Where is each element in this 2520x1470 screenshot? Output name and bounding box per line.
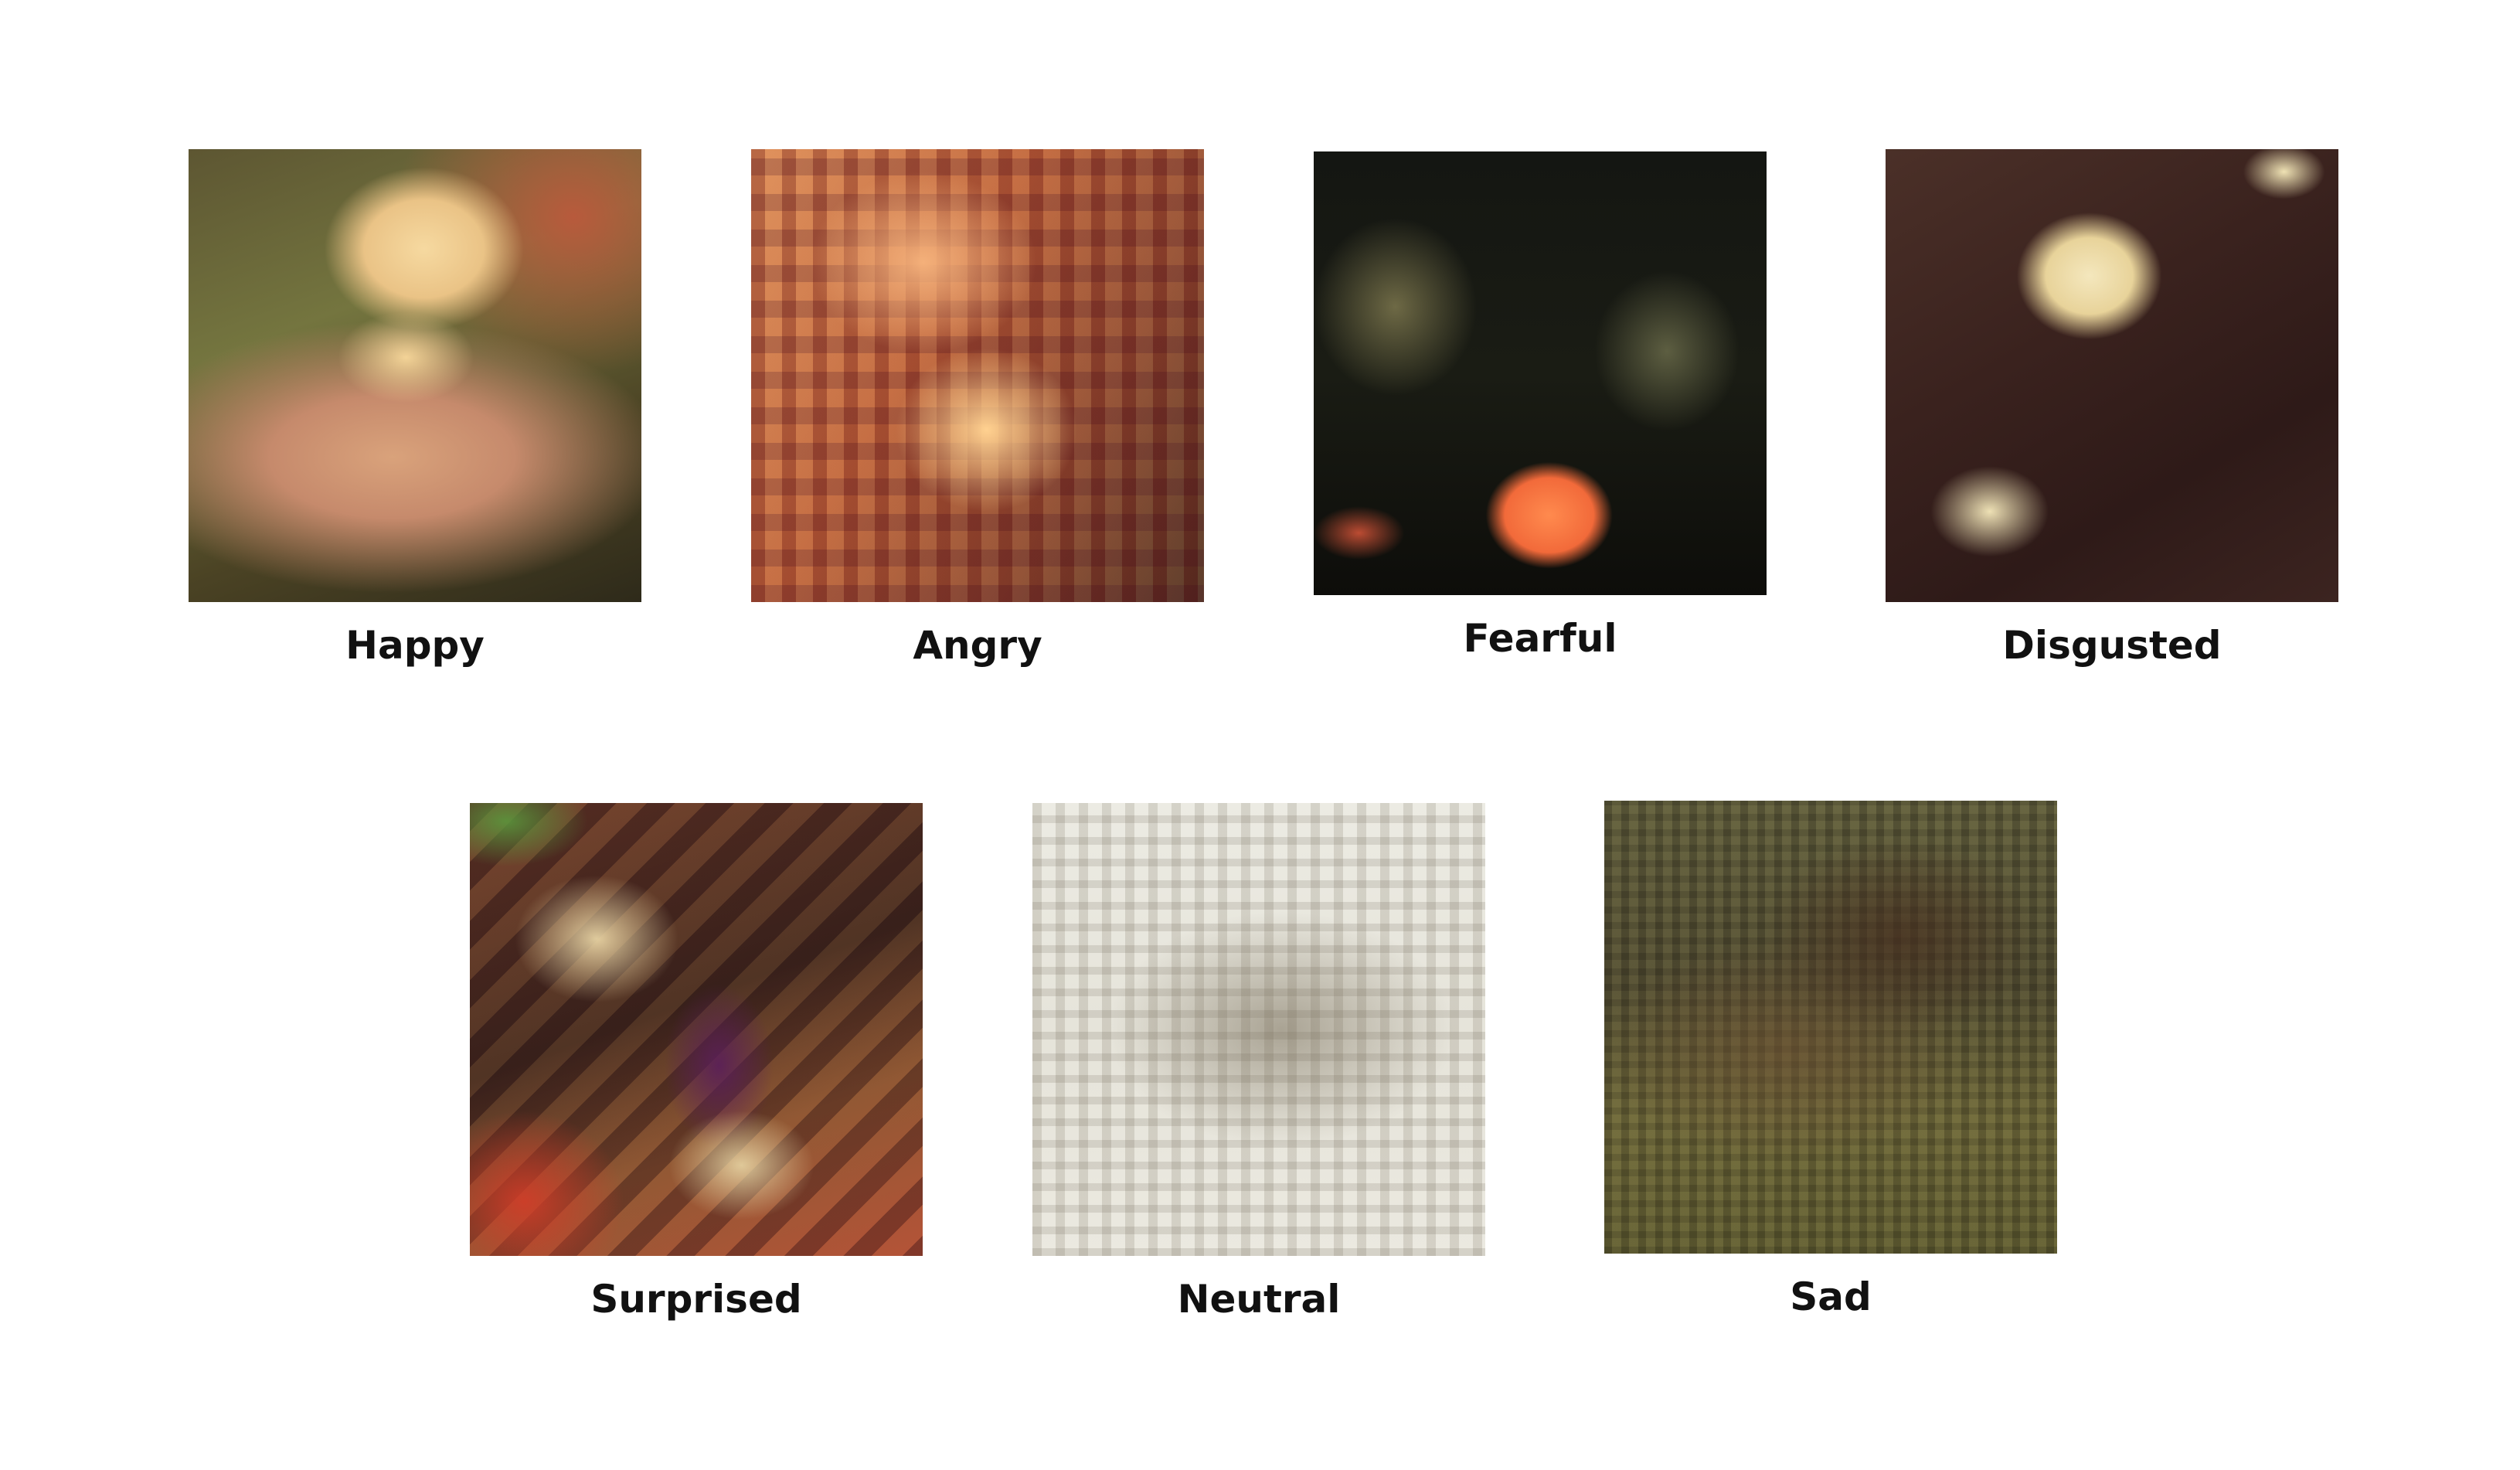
panel-neutral: Neutral: [1032, 803, 1485, 1322]
panel-label: Fearful: [1463, 616, 1617, 661]
panel-fearful: Fearful: [1314, 151, 1767, 661]
happy-artwork-image: [189, 149, 641, 602]
fearful-artwork-image: [1314, 151, 1767, 595]
panel-label: Surprised: [590, 1277, 802, 1322]
panel-label: Neutral: [1177, 1277, 1341, 1322]
panel-angry: Angry: [751, 149, 1204, 668]
angry-artwork-image: [751, 149, 1204, 602]
surprised-artwork-image: [470, 803, 923, 1256]
panel-label: Angry: [913, 623, 1042, 668]
disgusted-artwork-image: [1886, 149, 2338, 602]
panel-disgusted: Disgusted: [1886, 149, 2338, 668]
panel-surprised: Surprised: [470, 803, 923, 1322]
neutral-artwork-image: [1032, 803, 1485, 1256]
sad-artwork-image: [1604, 801, 2057, 1254]
panel-label: Happy: [345, 623, 485, 668]
panel-sad: Sad: [1604, 801, 2057, 1319]
panel-happy: Happy: [189, 149, 641, 668]
panel-label: Sad: [1790, 1274, 1872, 1319]
panel-label: Disgusted: [2002, 623, 2222, 668]
